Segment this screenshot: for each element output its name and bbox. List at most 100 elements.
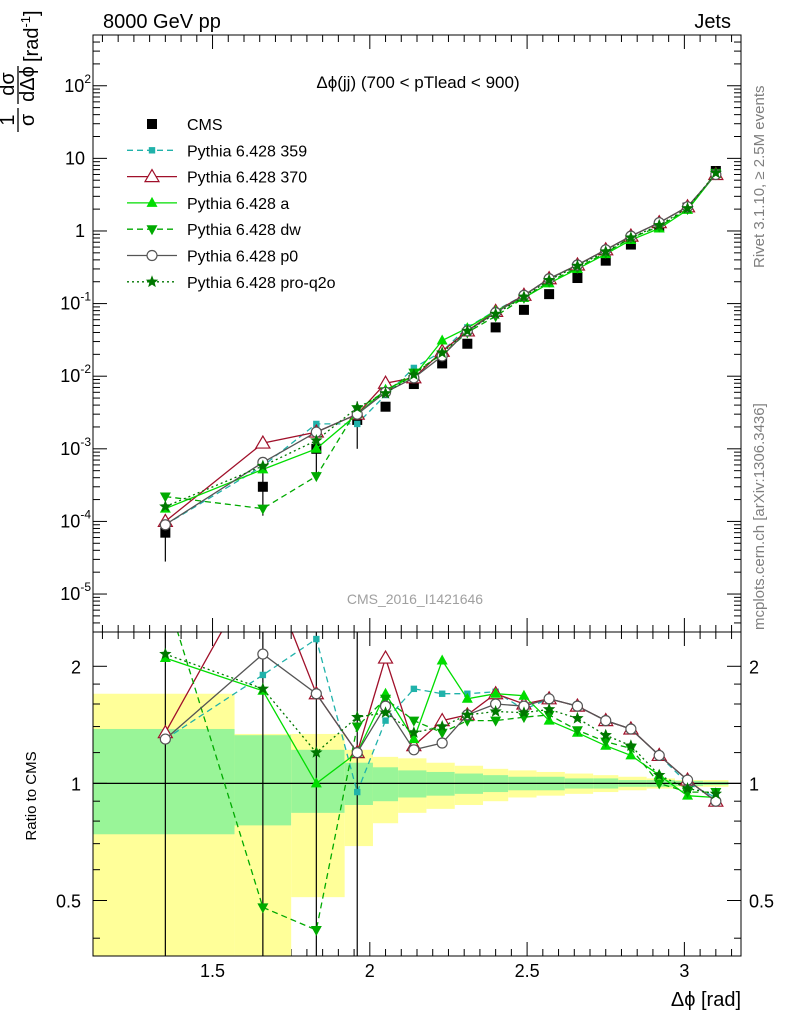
data-point bbox=[254, 434, 271, 449]
header-right: Jets bbox=[694, 11, 731, 33]
y-label-unit-text: [rad bbox=[21, 28, 43, 62]
legend-marker bbox=[147, 119, 157, 129]
y-label-unit-close: ] bbox=[21, 10, 43, 16]
ratio-point bbox=[681, 782, 694, 794]
legend-marker bbox=[143, 168, 161, 183]
ratio-point bbox=[542, 702, 556, 715]
ratio-line bbox=[165, 653, 716, 795]
legend-label: Pythia 6.428 dw bbox=[187, 222, 301, 239]
data-point bbox=[159, 519, 171, 531]
data-point bbox=[709, 166, 722, 179]
ratio-point bbox=[600, 715, 612, 727]
ratio-point bbox=[408, 744, 420, 756]
ratio-point bbox=[256, 682, 269, 695]
ratio-point bbox=[351, 722, 363, 733]
ratio-point bbox=[710, 795, 722, 807]
legend-label: Pythia 6.428 a bbox=[187, 196, 289, 213]
data-point bbox=[160, 527, 171, 538]
y-label-unit-exp: -1 bbox=[18, 16, 33, 28]
x-axis-label: Δϕ [rad] bbox=[671, 989, 741, 1011]
ratio-point bbox=[653, 768, 666, 781]
side-text-top: Rivet 3.1.10, ≥ 2.5M events bbox=[751, 86, 768, 269]
stat-uncertainty-band bbox=[372, 767, 399, 802]
data-point bbox=[257, 504, 269, 515]
ratio-plot: 0.5 0.5 1 1 2 2 1.5 2 2.5 3 bbox=[56, 632, 774, 981]
ratio-point bbox=[351, 710, 364, 723]
main-y-tick-label: 10-1 bbox=[60, 290, 91, 314]
data-point bbox=[352, 414, 363, 425]
ratio-point bbox=[310, 777, 322, 788]
legend-marker bbox=[145, 275, 159, 288]
ratio-point bbox=[709, 787, 722, 800]
ratio-series-6 bbox=[159, 647, 722, 800]
data-point bbox=[310, 442, 322, 453]
ratio-point bbox=[625, 749, 637, 760]
ratio-plot-frame bbox=[92, 631, 742, 957]
legend-entry: Pythia 6.428 a bbox=[127, 196, 289, 213]
side-text-bottom: mcplots.cern.ch [arXiv:1306.3436] bbox=[751, 403, 768, 630]
legend-entry: Pythia 6.428 p0 bbox=[127, 249, 298, 266]
data-point bbox=[379, 386, 392, 399]
data-point bbox=[572, 273, 583, 284]
legend-entry: Pythia 6.428 dw bbox=[127, 222, 301, 239]
ratio-point bbox=[408, 716, 420, 727]
data-point bbox=[653, 218, 666, 231]
data-point bbox=[517, 290, 531, 303]
data-point bbox=[257, 481, 268, 492]
ratio-point bbox=[379, 706, 392, 718]
main-y-tick-label: 10-4 bbox=[60, 507, 91, 531]
x-tick-label: 2 bbox=[365, 961, 375, 981]
data-point bbox=[489, 307, 502, 320]
ratio-point bbox=[600, 737, 612, 748]
ratio-point bbox=[257, 648, 269, 660]
data-point bbox=[408, 379, 419, 390]
data-point bbox=[407, 368, 420, 380]
header-left: 8000 GeV pp bbox=[103, 11, 221, 33]
ratio-point bbox=[436, 728, 448, 739]
ratio-point bbox=[377, 649, 394, 664]
data-point bbox=[461, 324, 474, 337]
ratio-point bbox=[461, 692, 473, 703]
ratio-y-tick-label: 1 bbox=[71, 774, 81, 794]
legend-label: Pythia 6.428 370 bbox=[187, 170, 307, 187]
data-point bbox=[542, 273, 556, 286]
legend-label: Pythia 6.428 359 bbox=[187, 143, 307, 160]
data-point bbox=[410, 364, 418, 372]
data-point bbox=[437, 358, 448, 369]
y-label-unit: [rad-1] bbox=[18, 10, 43, 62]
data-point bbox=[600, 255, 611, 266]
x-tick-label: 1.5 bbox=[200, 961, 225, 981]
legend-marker bbox=[148, 147, 156, 154]
y-label-frac2-num: dσ bbox=[0, 72, 19, 96]
data-point bbox=[159, 500, 172, 512]
data-point bbox=[544, 289, 555, 300]
x-tick-label: 2.5 bbox=[515, 961, 540, 981]
data-point bbox=[351, 408, 363, 420]
main-y-axis-label: 1 σ dσ dΔϕ [rad-1] bbox=[0, 10, 43, 132]
data-point bbox=[351, 401, 364, 413]
ratio-point bbox=[438, 690, 446, 697]
ratio-point bbox=[653, 749, 665, 762]
x-tick-label: 3 bbox=[679, 961, 689, 981]
series-line bbox=[165, 172, 717, 510]
data-point bbox=[354, 420, 361, 428]
data-point bbox=[462, 338, 473, 349]
data-point bbox=[681, 201, 694, 214]
ratio-point bbox=[436, 720, 449, 732]
y-label-frac1-num: 1 bbox=[0, 114, 19, 125]
ratio-point bbox=[543, 693, 555, 705]
main-y-tick-label: 10-2 bbox=[60, 362, 91, 386]
stat-uncertainty-band bbox=[93, 728, 235, 835]
ratio-point bbox=[461, 708, 474, 721]
legend: CMS Pythia 6.428 359 Pythia 6.428 370 Pythi… bbox=[127, 117, 336, 292]
data-point bbox=[310, 434, 323, 446]
ratio-point bbox=[599, 728, 612, 741]
ratio-point bbox=[489, 705, 502, 717]
data-point bbox=[599, 245, 612, 257]
legend-marker bbox=[146, 249, 158, 262]
ratio-y-tick-label: 2 bbox=[71, 657, 81, 677]
ratio-point bbox=[159, 733, 171, 745]
legend-label: CMS bbox=[187, 117, 223, 134]
ratio-point bbox=[517, 706, 531, 718]
chart-title: Δϕ(jj) (700 < pTlead < 900) bbox=[316, 73, 519, 92]
